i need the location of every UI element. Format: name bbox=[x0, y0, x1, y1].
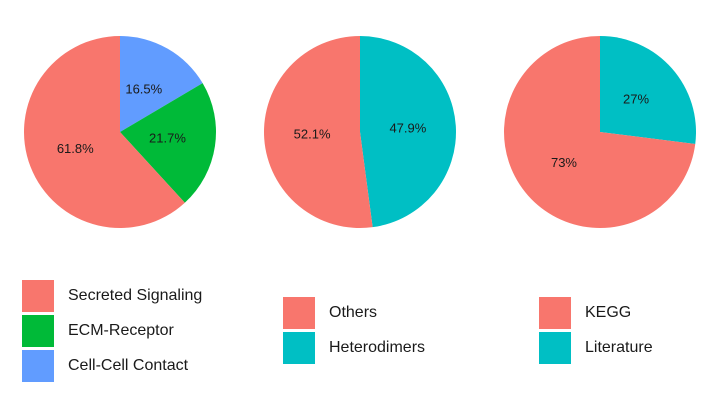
pie-slice-heterodimers bbox=[360, 36, 457, 228]
pie-chart-3: 27% 73% bbox=[504, 36, 696, 228]
pie-label-ecm-receptor: 21.7% bbox=[149, 130, 186, 145]
pie-label-kegg: 73% bbox=[551, 155, 577, 170]
pie-chart-1: 16.5% 21.7% 61.8% bbox=[24, 36, 216, 228]
legend-label-ecm-receptor: ECM-Receptor bbox=[68, 322, 174, 339]
legend-swatch-kegg bbox=[539, 297, 571, 329]
legend-swatch-secreted-signaling bbox=[22, 280, 54, 312]
pie-slice-others bbox=[264, 36, 373, 228]
legend-label-others: Others bbox=[329, 304, 377, 321]
pie-label-literature: 27% bbox=[623, 92, 649, 107]
legend-2: Others Heterodimers bbox=[283, 297, 425, 364]
pie-label-cell-cell-contact: 16.5% bbox=[125, 82, 162, 97]
legend-label-cell-cell-contact: Cell-Cell Contact bbox=[68, 357, 189, 374]
pie-label-heterodimers: 47.9% bbox=[389, 120, 426, 135]
pie-slice-literature bbox=[600, 36, 696, 145]
pie-label-others: 52.1% bbox=[294, 127, 331, 142]
legend-1: Secreted Signaling ECM-Receptor Cell-Cell … bbox=[22, 280, 202, 382]
legend-swatch-literature bbox=[539, 332, 571, 364]
legend-label-heterodimers: Heterodimers bbox=[329, 339, 425, 356]
pie-slice-secreted-signaling bbox=[24, 36, 185, 228]
pie-chart-2: 47.9% 52.1% bbox=[264, 36, 457, 228]
pie-label-secreted-signaling: 61.8% bbox=[57, 141, 94, 156]
legend-3: KEGG Literature bbox=[539, 297, 653, 364]
legend-label-secreted-signaling: Secreted Signaling bbox=[68, 287, 202, 304]
legend-label-literature: Literature bbox=[585, 339, 653, 356]
legend-swatch-ecm-receptor bbox=[22, 315, 54, 347]
legend-swatch-cell-cell-contact bbox=[22, 350, 54, 382]
legend-label-kegg: KEGG bbox=[585, 304, 631, 321]
pie-slice-ecm-receptor bbox=[120, 83, 216, 203]
legend-swatch-heterodimers bbox=[283, 332, 315, 364]
pie-slice-cell-cell-contact bbox=[120, 36, 203, 132]
pie-slice-kegg bbox=[504, 36, 696, 228]
legend-swatch-others bbox=[283, 297, 315, 329]
